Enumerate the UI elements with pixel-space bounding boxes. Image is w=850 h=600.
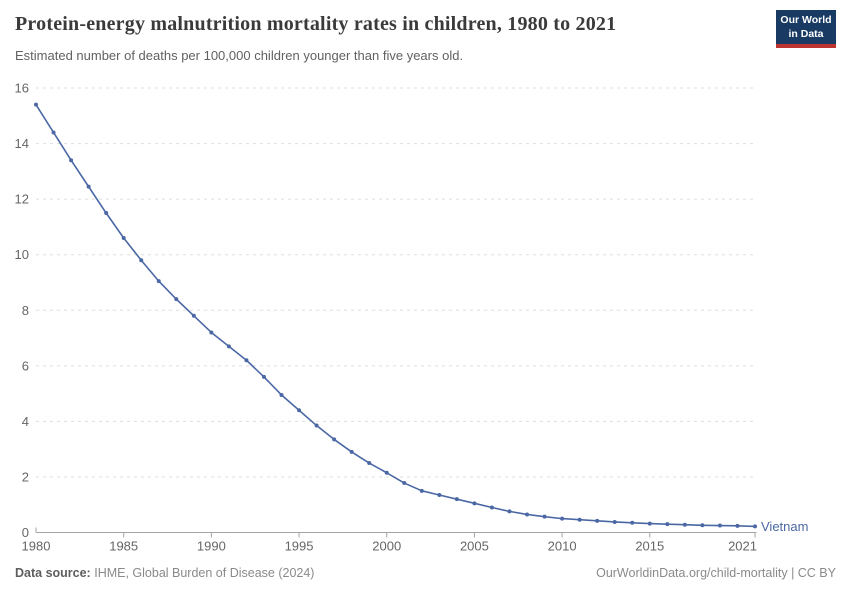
data-point [51,130,56,135]
chart-subtitle: Estimated number of deaths per 100,000 c… [15,48,464,63]
y-axis-tick-label: 12 [15,192,29,207]
data-point [735,523,740,528]
data-point [717,523,722,528]
x-axis-tick-label: 2015 [635,539,664,554]
chart-footer: Data source: IHME, Global Burden of Dise… [15,566,836,580]
owid-logo-line2: in Data [788,27,824,40]
x-axis-tick-label: 1990 [197,539,226,554]
data-point [384,470,389,475]
data-point [226,344,231,349]
x-axis-tick-label: 1980 [22,539,51,554]
data-point [86,184,91,189]
series-line [35,104,756,528]
data-point [297,408,302,413]
owid-logo-line1: Our World [780,14,832,26]
data-point [577,517,582,522]
data-point [209,330,214,335]
data-point [630,520,635,525]
y-axis-tick-label: 2 [22,469,29,484]
data-point [332,437,337,442]
y-axis-tick-label: 16 [15,81,29,96]
data-point [489,505,494,510]
data-point [525,512,530,517]
x-axis-tick-label: 2000 [372,539,401,554]
data-point [244,358,249,363]
data-point [174,297,179,302]
x-axis-tick-label: 2005 [460,539,489,554]
x-axis-tick-label: 2010 [548,539,577,554]
data-point [419,488,424,493]
data-point [472,501,477,506]
data-point [595,518,600,523]
data-source-note: Data source: IHME, Global Burden of Dise… [15,566,314,580]
data-point [139,258,144,263]
data-point [279,392,284,397]
x-axis-tick-label: 1995 [285,539,314,554]
data-point [156,279,161,284]
series-end-label: Vietnam [761,519,808,534]
data-point [191,313,196,318]
data-point [349,449,354,454]
data-point [665,522,670,527]
license-credit: OurWorldinData.org/child-mortality | CC … [596,566,836,580]
owid-logo: Our World in Data [776,10,836,49]
data-point [612,519,617,524]
page-title: Protein-energy malnutrition mortality ra… [15,13,617,35]
x-axis-tick-label: 1985 [109,539,138,554]
data-point [34,102,38,107]
data-point [437,492,442,497]
data-point [261,374,266,379]
data-point [647,521,652,526]
data-source-label: Data source: [15,566,91,580]
y-axis-tick-label: 0 [22,525,29,540]
data-point [121,236,126,241]
y-axis-tick-label: 4 [22,414,29,429]
data-point [402,481,407,486]
data-source-value: IHME, Global Burden of Disease (2024) [94,566,315,580]
data-point [560,516,565,521]
data-point [69,158,74,163]
data-point [367,461,372,466]
y-axis-tick-label: 14 [15,136,29,151]
data-point [507,509,512,514]
data-point [542,514,547,519]
y-axis-tick-label: 8 [22,303,29,318]
x-axis-tick-label: 2021 [728,539,757,554]
y-axis-tick-label: 6 [22,358,29,373]
data-point [753,524,757,529]
data-point [104,211,109,216]
y-axis-tick-label: 10 [15,247,29,262]
data-point [682,522,687,527]
data-point [314,423,319,428]
data-point [454,497,459,502]
data-point [700,523,705,528]
